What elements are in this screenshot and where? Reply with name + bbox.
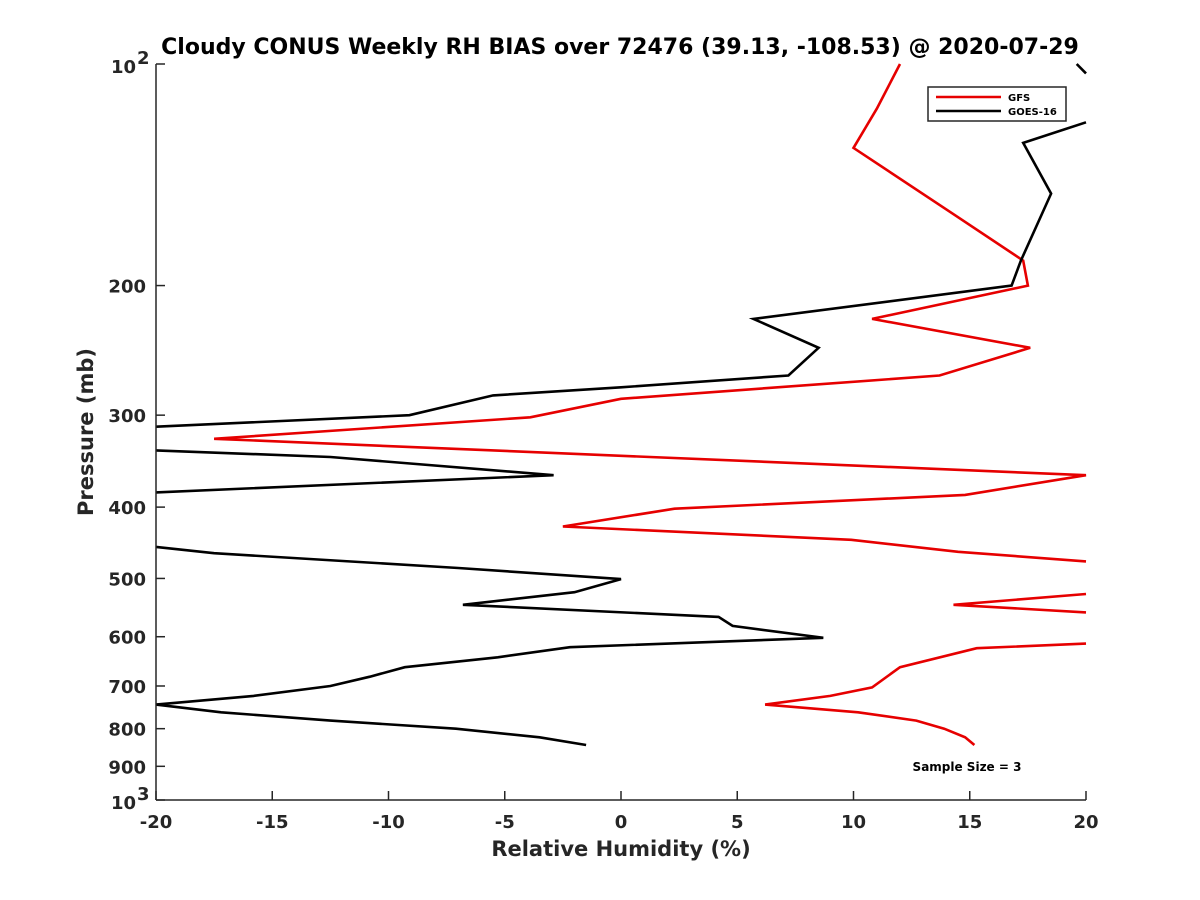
goes-16-series-line xyxy=(1075,63,1087,75)
y-tick-label: 200 xyxy=(108,277,146,298)
plot-area xyxy=(155,63,1087,747)
goes-16-series-line xyxy=(155,545,824,706)
y-tick-label: 500 xyxy=(108,569,146,590)
y-tick-label: 900 xyxy=(108,757,146,778)
y-tick-label: 700 xyxy=(108,677,146,698)
x-axis-ticks: -20 -15 -10 -5 0 5 10 15 20 xyxy=(140,791,1099,833)
sample-size-note: Sample Size = 3 xyxy=(913,760,1022,774)
x-axis-label: Relative Humidity (%) xyxy=(491,837,750,861)
y-tick-label: 10 xyxy=(111,57,136,78)
x-tick-label: -5 xyxy=(495,812,515,833)
gfs-series-line xyxy=(214,63,1087,563)
chart-title: Cloudy CONUS Weekly RH BIAS over 72476 (… xyxy=(161,35,1079,60)
x-tick-label: -20 xyxy=(140,812,173,833)
goes-16-series-line xyxy=(155,121,1087,428)
y-tick-label: 600 xyxy=(108,628,146,649)
y-tick-label: 400 xyxy=(108,498,146,519)
gfs-series-line xyxy=(953,592,1087,614)
x-tick-label: 0 xyxy=(615,812,628,833)
gfs-series-line xyxy=(764,642,1087,747)
goes-16-series-line xyxy=(155,449,554,494)
goes-16-series-line xyxy=(155,703,587,747)
x-tick-label: 5 xyxy=(731,812,744,833)
legend-label: GOES-16 xyxy=(1008,107,1057,118)
y-tick-label: 800 xyxy=(108,720,146,741)
legend-box xyxy=(927,86,1067,122)
legend: GFS GOES-16 xyxy=(927,86,1067,122)
y-axis-label: Pressure (mb) xyxy=(74,348,98,516)
y-tick-exponent: 2 xyxy=(137,48,150,69)
x-tick-label: 15 xyxy=(957,812,982,833)
x-tick-label: 10 xyxy=(841,812,866,833)
x-tick-label: -15 xyxy=(256,812,289,833)
y-tick-exponent: 3 xyxy=(137,784,150,805)
y-tick-label: 10 xyxy=(111,793,136,814)
x-tick-label: 20 xyxy=(1073,812,1098,833)
x-tick-label: -10 xyxy=(372,812,405,833)
y-tick-label: 300 xyxy=(108,406,146,427)
legend-label: GFS xyxy=(1008,93,1030,104)
